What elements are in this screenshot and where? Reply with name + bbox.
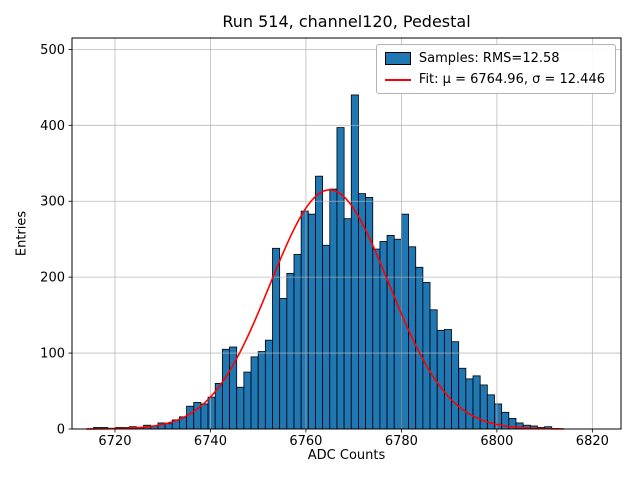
histogram-bar bbox=[343, 218, 352, 430]
histogram-bar bbox=[200, 403, 209, 430]
x-tick-label: 6820 bbox=[576, 434, 609, 449]
legend-fit-label: Fit: μ = 6764.96, σ = 12.446 bbox=[418, 72, 605, 87]
histogram-bar bbox=[372, 248, 381, 430]
fit-curve bbox=[86, 189, 564, 430]
x-tick-label: 6780 bbox=[385, 434, 418, 449]
legend-fit-swatch-icon bbox=[384, 78, 411, 81]
histogram-bar bbox=[458, 367, 467, 430]
y-tick-label: 200 bbox=[40, 271, 65, 286]
histogram-bar bbox=[393, 238, 402, 430]
legend-entry-samples: Samples: RMS=12.58 bbox=[384, 51, 605, 66]
histogram-bar bbox=[257, 351, 266, 430]
histogram-bar bbox=[164, 423, 173, 430]
x-axis-label: ADC Counts bbox=[307, 448, 386, 463]
histogram-bar bbox=[264, 339, 273, 430]
histogram-bar bbox=[250, 356, 259, 430]
histogram-bar bbox=[207, 396, 216, 430]
legend: Samples: RMS=12.58 Fit: μ = 6764.96, σ =… bbox=[375, 44, 616, 94]
histogram-bar bbox=[451, 341, 460, 430]
histogram-bar bbox=[186, 405, 195, 430]
histogram-bar bbox=[443, 329, 452, 430]
tick-labels: 6720 6740 6760 6780 6800 6820 0 100 200 300 400 500 bbox=[40, 43, 609, 449]
histogram-bar bbox=[300, 210, 309, 430]
histogram-bar bbox=[386, 234, 395, 430]
histogram-bar bbox=[293, 253, 302, 430]
histogram-bar bbox=[322, 244, 331, 430]
histogram-bar bbox=[315, 175, 324, 430]
histogram-bar bbox=[350, 94, 359, 430]
legend-samples-swatch-icon bbox=[384, 52, 411, 65]
x-tick-label: 6740 bbox=[194, 434, 227, 449]
y-axis-label: Entries bbox=[14, 210, 30, 257]
histogram-bar bbox=[243, 371, 252, 430]
histogram-bar bbox=[336, 127, 345, 430]
histogram-bar bbox=[221, 348, 230, 430]
x-tick-label: 6720 bbox=[98, 434, 131, 449]
y-tick-label: 500 bbox=[40, 43, 65, 58]
histogram-bar bbox=[329, 188, 338, 430]
x-tick-label: 6800 bbox=[480, 434, 513, 449]
histogram-bar bbox=[465, 378, 474, 430]
histogram-bar bbox=[429, 309, 438, 430]
histogram-bar bbox=[436, 329, 445, 430]
legend-entry-fit: Fit: μ = 6764.96, σ = 12.446 bbox=[384, 72, 605, 87]
x-tick-label: 6760 bbox=[289, 434, 322, 449]
y-tick-label: 300 bbox=[40, 195, 65, 210]
histogram-bar bbox=[286, 272, 295, 430]
histogram-bar bbox=[279, 298, 288, 430]
histogram-bar bbox=[472, 375, 481, 430]
y-tick-label: 0 bbox=[57, 423, 65, 438]
y-tick-label: 400 bbox=[40, 119, 65, 134]
chart-title: Run 514, channel120, Pedestal bbox=[222, 12, 471, 31]
axes-frame bbox=[71, 37, 622, 430]
histogram-bar bbox=[307, 213, 316, 430]
histogram-bar bbox=[236, 386, 245, 430]
y-tick-label: 100 bbox=[40, 347, 65, 362]
histogram-bar bbox=[422, 282, 431, 430]
legend-samples-label: Samples: RMS=12.58 bbox=[418, 51, 560, 66]
